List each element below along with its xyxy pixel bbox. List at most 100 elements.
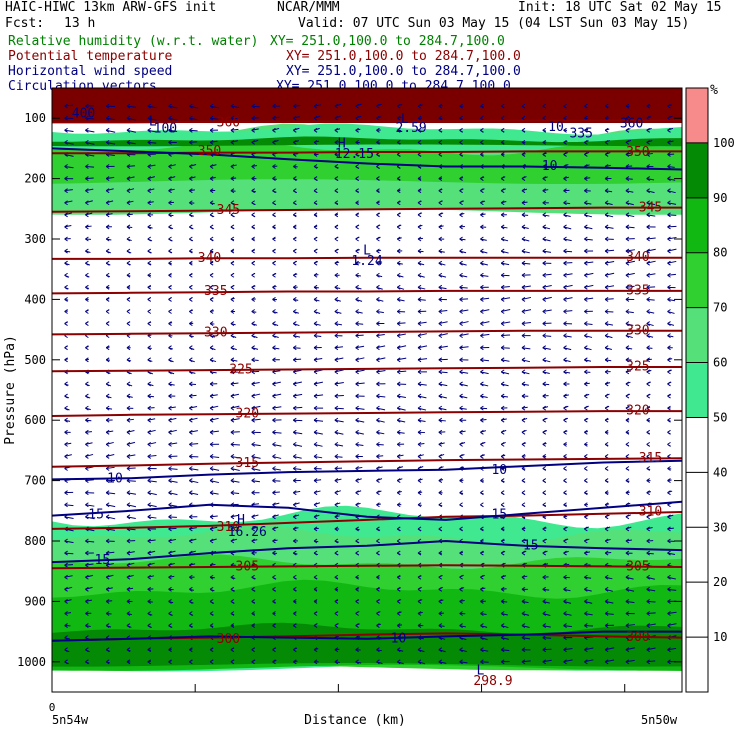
vector-head	[126, 236, 131, 242]
vector-head	[168, 538, 172, 544]
vector-head	[438, 659, 443, 665]
vector-arrow-63	[126, 129, 137, 133]
vector-head	[105, 647, 110, 653]
vector-head	[480, 417, 484, 423]
vector-head	[667, 272, 671, 278]
vector-head	[417, 417, 422, 423]
vector-arrow-8	[230, 105, 240, 108]
vector-head	[230, 514, 235, 520]
vector-head	[396, 103, 401, 109]
vector-head	[563, 333, 567, 339]
vector-head	[293, 598, 297, 604]
vector-head	[604, 152, 609, 157]
vector-head	[396, 139, 401, 145]
vector-head	[105, 309, 110, 314]
vector-head	[625, 212, 630, 218]
vector-head	[584, 357, 588, 363]
vector-arrow-418	[646, 260, 656, 264]
vector-head	[105, 284, 110, 290]
vector-head	[105, 115, 110, 121]
vector-head	[126, 272, 131, 278]
vector-head	[480, 333, 484, 339]
vector-head	[85, 405, 89, 411]
vector-head	[563, 345, 567, 351]
vector-arrow-964	[147, 492, 157, 496]
vector-head	[459, 309, 463, 314]
vector-head	[417, 127, 422, 133]
vector-head	[85, 260, 89, 266]
vector-head	[209, 381, 214, 387]
vector-head	[417, 321, 422, 326]
vector-head	[396, 381, 401, 387]
vector-head	[521, 526, 526, 532]
vector-head	[85, 212, 89, 218]
vector-head	[189, 248, 193, 254]
vector-head	[85, 659, 89, 665]
vector-head	[313, 296, 318, 302]
vector-head	[168, 321, 172, 326]
vector-head	[500, 417, 505, 423]
vector-head	[563, 224, 567, 230]
vector-head	[480, 441, 484, 447]
vector-head	[85, 538, 89, 544]
vector-head	[604, 490, 609, 496]
vector-head	[334, 417, 339, 423]
vector-head	[230, 224, 235, 230]
vector-arrow-326	[605, 226, 614, 229]
vector-head	[625, 357, 630, 363]
vector-arrow-91	[85, 141, 95, 145]
vector-arrow-5	[168, 105, 178, 109]
vector-head	[500, 212, 505, 218]
vector-head	[64, 127, 68, 133]
vector-head	[521, 538, 526, 544]
vector-head	[168, 490, 172, 496]
vector-head	[85, 321, 89, 326]
vector-head	[417, 574, 422, 580]
vector-head	[209, 139, 214, 145]
vector-head	[563, 309, 567, 314]
theta-contour-330-6	[52, 329, 682, 336]
vector-arrow-938	[230, 480, 240, 483]
vector-head	[480, 260, 484, 266]
vector-head	[500, 550, 505, 556]
vector-arrow-297	[625, 214, 635, 218]
vector-head	[604, 623, 609, 628]
vector-head	[64, 115, 68, 121]
vector-arrow-1084	[147, 539, 156, 542]
vector-head	[459, 490, 463, 496]
vector-head	[625, 441, 630, 447]
vector-head	[147, 272, 152, 278]
vector-head	[293, 466, 297, 471]
vector-head	[313, 478, 318, 484]
vector-head	[272, 176, 276, 182]
vector-head	[542, 490, 547, 496]
vector-head	[563, 441, 567, 447]
vector-arrow-298	[646, 214, 656, 217]
vector-head	[604, 538, 609, 544]
vector-head	[646, 490, 650, 496]
vector-head	[251, 284, 255, 290]
vector-arrow-585	[376, 333, 385, 337]
theta-contour-315-3	[52, 457, 682, 468]
vector-head	[272, 611, 276, 616]
vector-arrow-1021	[85, 516, 95, 520]
vector-head	[168, 357, 172, 363]
vector-head	[480, 659, 484, 665]
vector-head	[251, 260, 255, 266]
vector-head	[189, 478, 193, 484]
vector-head	[189, 200, 193, 206]
vector-head	[646, 176, 650, 182]
vector-head	[189, 103, 193, 109]
vector-head	[396, 586, 401, 592]
vector-head	[126, 490, 131, 496]
vector-arrow-94	[147, 141, 157, 144]
vector-head	[334, 454, 339, 459]
vector-head	[376, 115, 380, 121]
vector-head	[584, 248, 588, 254]
vector-head	[209, 309, 214, 314]
vector-arrow-504	[563, 297, 573, 300]
vector-arrow-1407	[625, 659, 635, 663]
vector-arrow-525	[376, 310, 384, 314]
wind-label-8: 10	[548, 120, 564, 135]
vector-head	[604, 309, 609, 314]
